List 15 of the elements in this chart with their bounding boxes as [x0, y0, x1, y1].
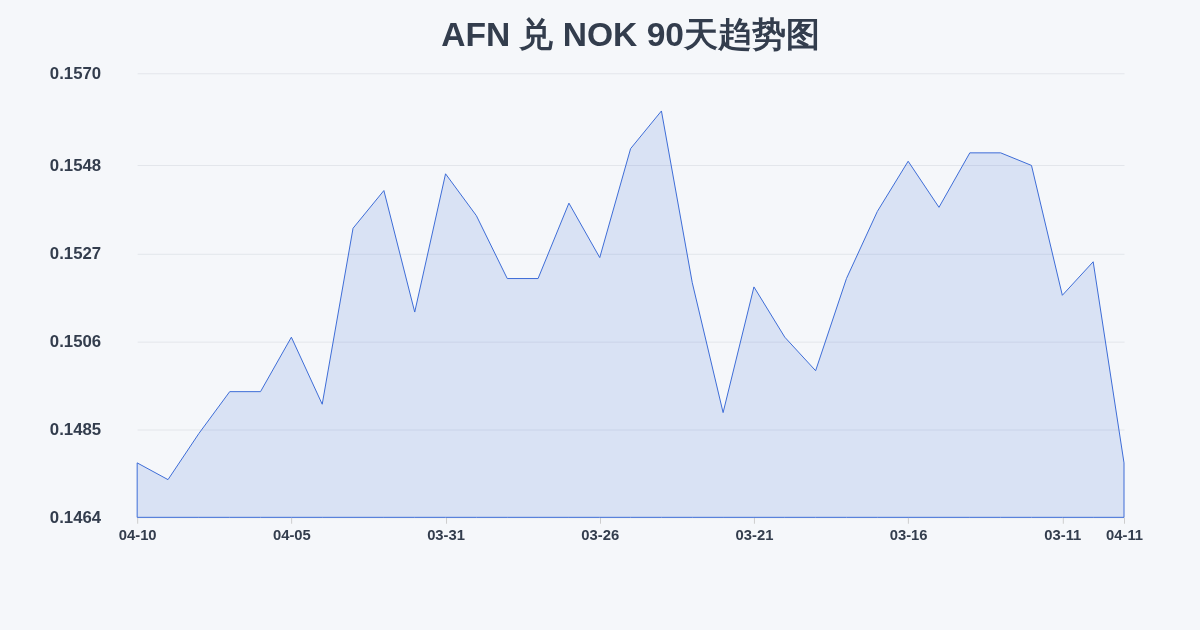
- x-tick-label: 04-10: [118, 526, 157, 543]
- x-tick-label: 04-05: [272, 526, 311, 543]
- chart-title: AFN 兑 NOK 90天趋势图: [441, 15, 820, 53]
- x-tick-label: 03-11: [1044, 526, 1082, 543]
- x-tick-label: 03-16: [889, 526, 928, 543]
- y-tick-label: 0.1548: [49, 155, 102, 175]
- y-tick-label: 0.1464: [49, 507, 102, 527]
- y-tick-label: 0.1527: [49, 243, 102, 263]
- x-tick-label: 03-31: [427, 526, 465, 543]
- y-tick-label: 0.1570: [49, 63, 102, 83]
- x-tick-label: 03-26: [581, 526, 620, 543]
- x-tick-label: 03-21: [735, 526, 774, 543]
- y-tick-label: 0.1485: [49, 419, 102, 439]
- y-tick-label: 0.1506: [49, 331, 102, 351]
- x-tick-label: 04-11: [1105, 526, 1144, 543]
